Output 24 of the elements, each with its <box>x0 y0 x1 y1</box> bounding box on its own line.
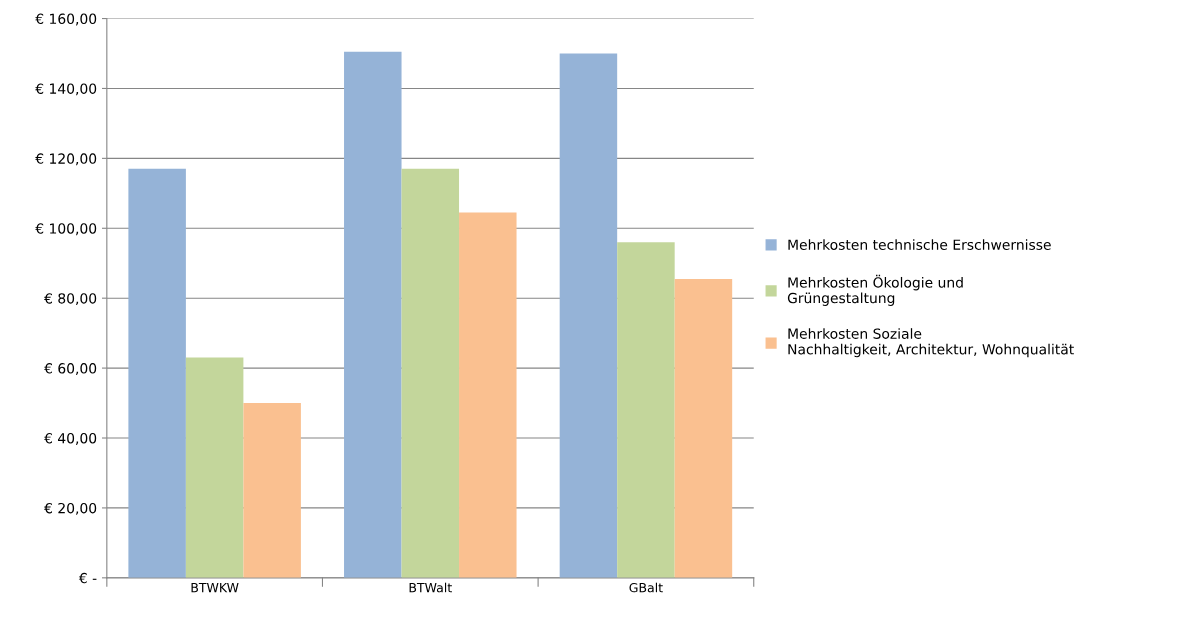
bar <box>401 168 460 578</box>
bar <box>459 212 517 578</box>
bar <box>243 403 301 578</box>
legend-label: Mehrkosten Ökologie und Grüngestaltung <box>787 274 963 306</box>
y-tick-label: € 100,00 <box>35 223 97 236</box>
bar <box>617 242 675 578</box>
bar <box>344 51 402 578</box>
bar <box>559 53 618 578</box>
legend-label: Mehrkosten technische Erschwernisse <box>788 239 1051 250</box>
y-tick-label: € - <box>78 572 97 584</box>
x-tick-label: BTWalt <box>409 582 452 593</box>
y-tick-label: € 80,00 <box>44 293 97 306</box>
y-tick-label: € 40,00 <box>44 432 97 445</box>
bar <box>674 278 733 578</box>
x-tick-label: BTWKW <box>191 583 239 593</box>
bar <box>185 357 244 578</box>
y-tick-label: € 20,00 <box>44 502 97 515</box>
legend-label: Mehrkosten Soziale Nachhaltigkeit, Architektur, Wohnqualität <box>788 328 1074 358</box>
y-tick-label: € 120,00 <box>35 153 97 166</box>
y-tick-label: € 140,00 <box>35 83 97 96</box>
y-tick-label: € 160,00 <box>35 13 97 26</box>
y-tick-label: € 60,00 <box>44 363 97 375</box>
x-tick-label: GBalt <box>629 582 663 593</box>
bar <box>128 168 186 578</box>
